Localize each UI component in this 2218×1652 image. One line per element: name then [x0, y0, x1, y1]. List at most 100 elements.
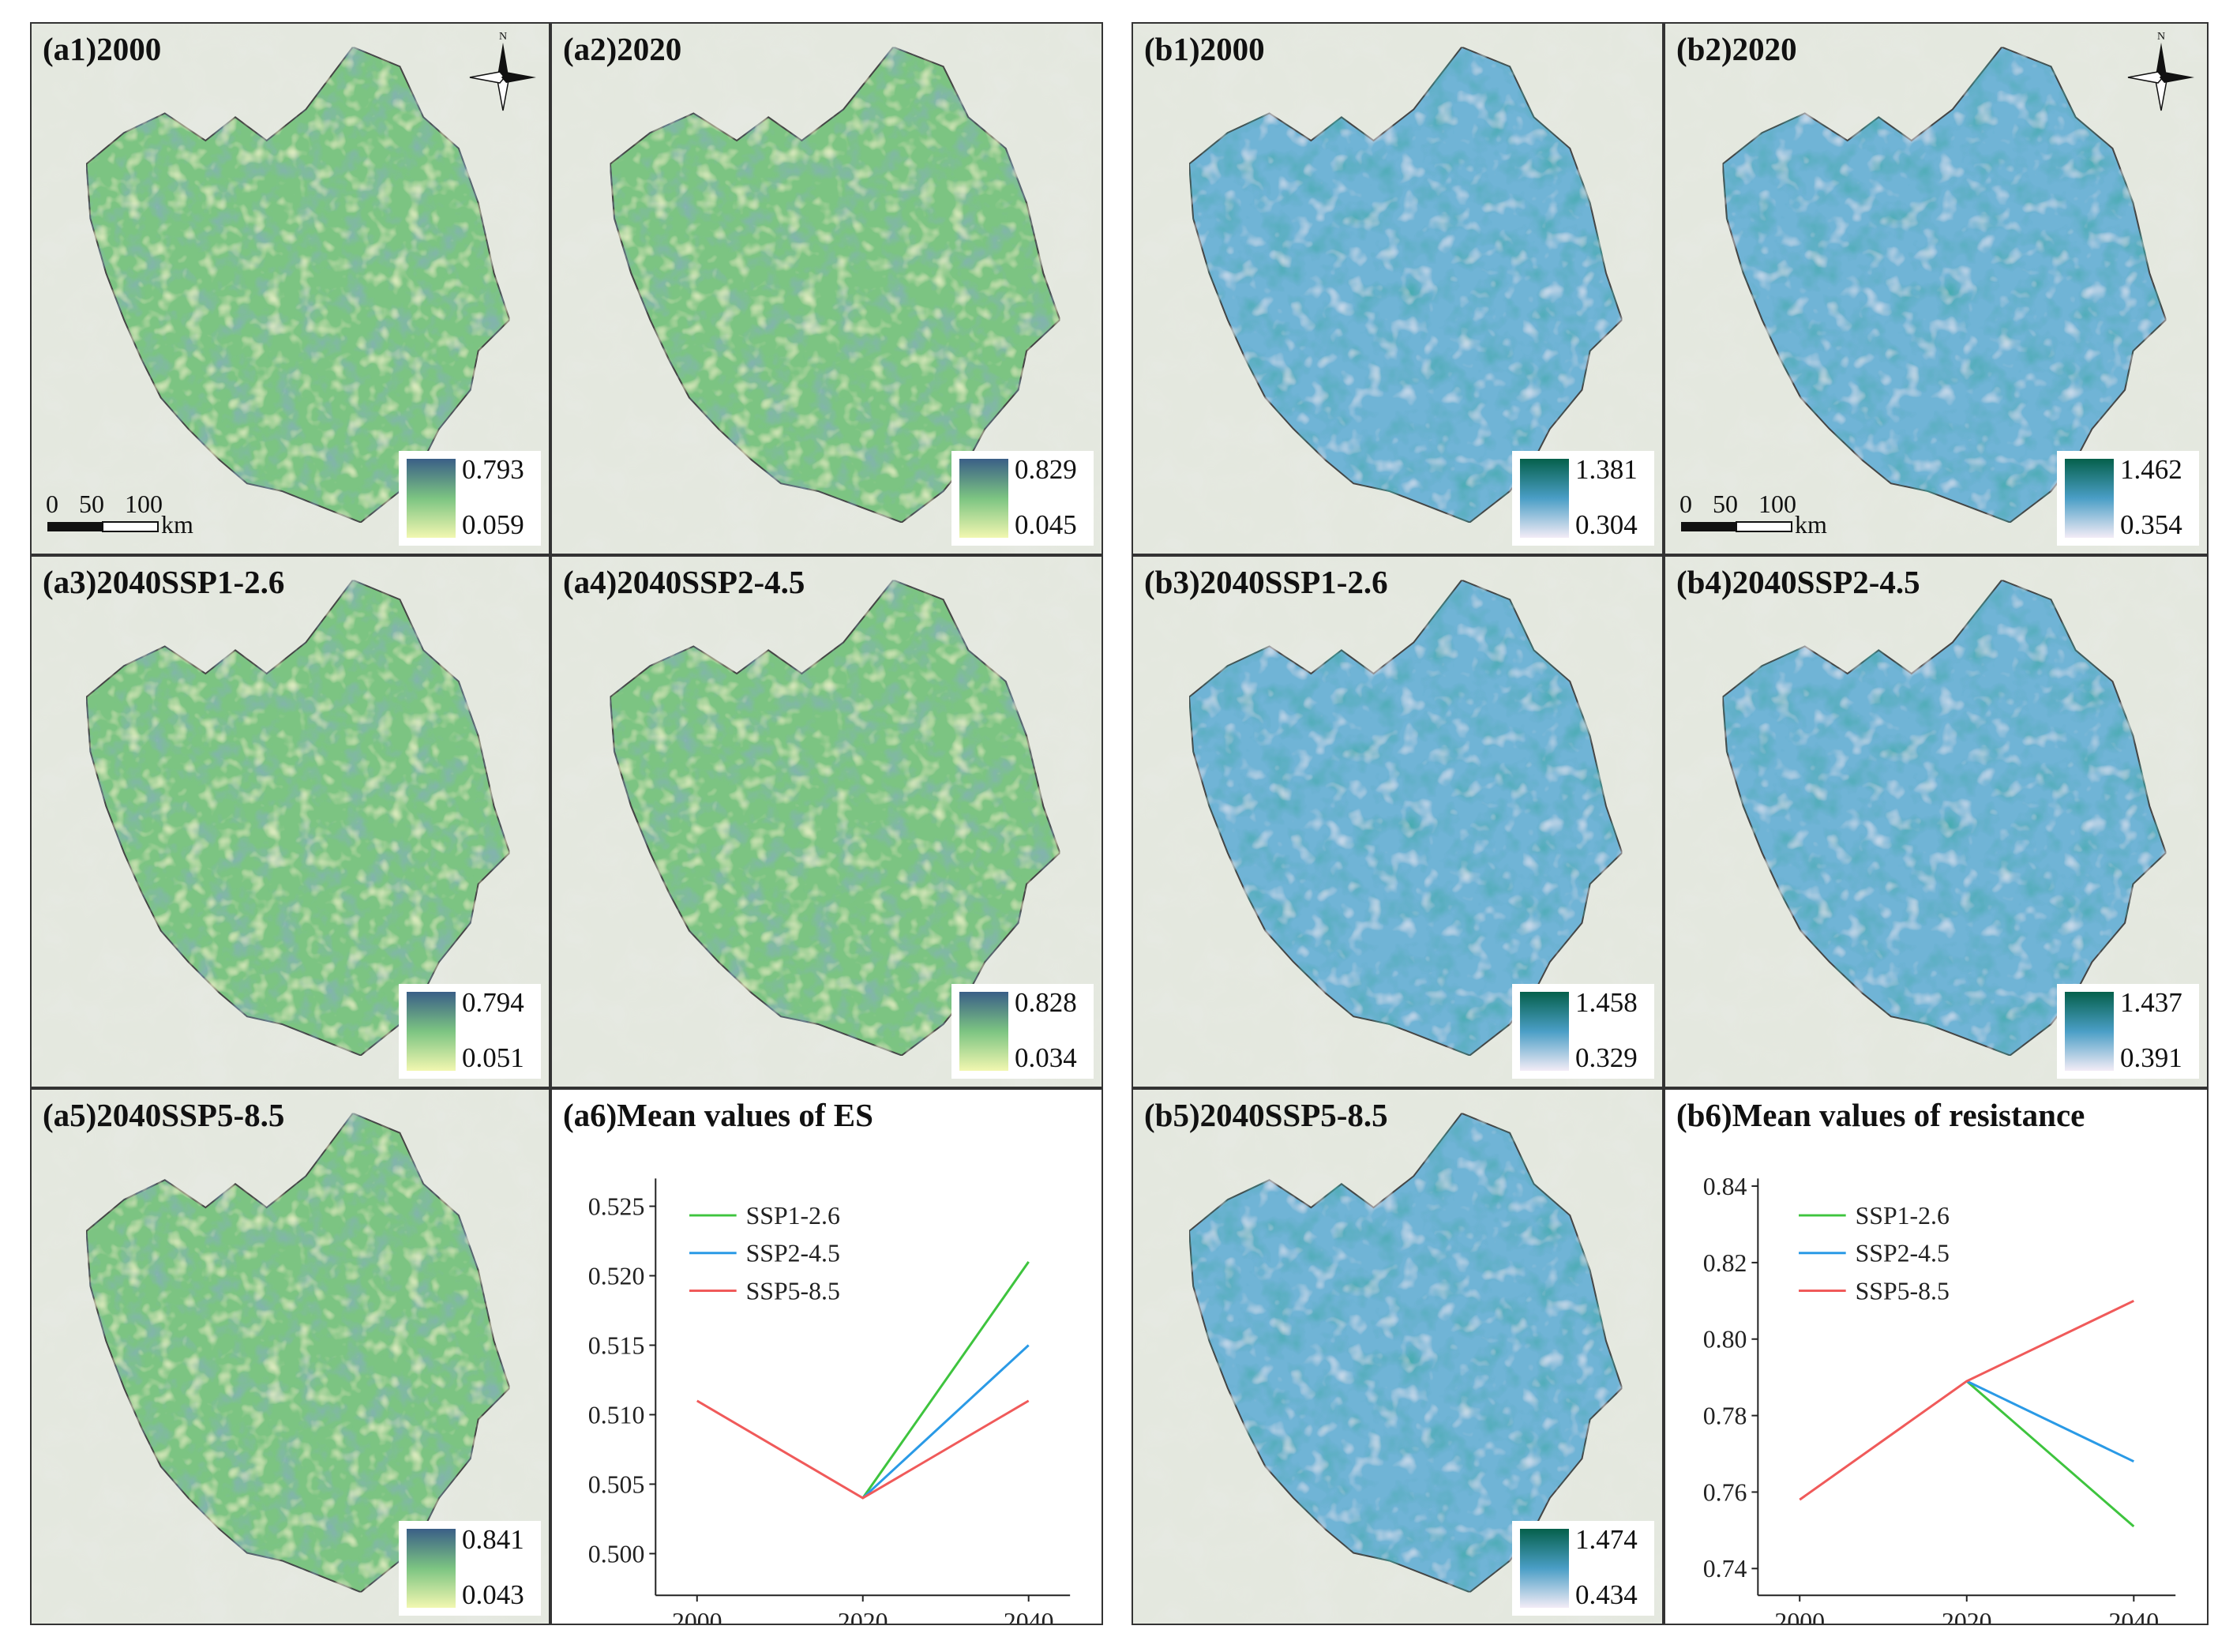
map-panel-a1: (a1)2000 0.793 0.059 N 0 50 100 km — [30, 22, 550, 555]
x-tick-label: 2020 — [1942, 1608, 1992, 1624]
line-chart-resistance: 0.74 0.76 0.78 0.80 0.82 0.84 2000 2020 2040 SSP1… — [1703, 1173, 2176, 1624]
legend-gradient-bar — [959, 992, 1008, 1071]
legend-low-value: 0.059 — [462, 509, 524, 540]
study-region — [1188, 46, 1623, 524]
color-legend: 0.841 0.043 — [399, 1521, 541, 1616]
panel-title: (a4)2040SSP2-4.5 — [563, 564, 805, 600]
panel-title: (b2)2020 — [1676, 31, 1797, 67]
svg-text:100: 100 — [1758, 490, 1796, 518]
study-region — [609, 579, 1061, 1057]
north-arrow-icon: N — [469, 31, 536, 111]
legend-high-value: 0.828 — [1015, 987, 1077, 1018]
y-tick-label: 0.74 — [1703, 1555, 1747, 1583]
svg-text:0: 0 — [46, 490, 58, 518]
map-panel-b5: (b5)2040SSP5-8.5 1.474 0.434 — [1132, 1088, 1664, 1625]
study-region — [85, 579, 511, 1057]
x-tick-label: 2040 — [2109, 1608, 2160, 1624]
map-panel-b1: (b1)2000 1.381 0.304 — [1132, 22, 1664, 555]
north-arrow-icon: N — [2127, 31, 2194, 111]
legend-gradient-bar — [2065, 992, 2114, 1071]
legend-gradient-bar — [407, 1529, 456, 1608]
legend-high-value: 0.841 — [462, 1524, 524, 1555]
legend-high-value: 1.462 — [2120, 454, 2182, 485]
panel-title: (a1)2000 — [43, 31, 162, 67]
panel-title: (a3)2040SSP1-2.6 — [43, 564, 285, 600]
study-region — [1188, 579, 1623, 1057]
color-legend: 0.794 0.051 — [399, 984, 541, 1079]
panel-title: (b4)2040SSP2-4.5 — [1676, 564, 1920, 600]
x-tick-label: 2000 — [672, 1608, 722, 1624]
svg-text:100: 100 — [125, 490, 163, 518]
series-line-SSP5-8.5 — [1799, 1299, 2134, 1501]
legend-high-value: 0.794 — [462, 987, 524, 1018]
y-tick-label: 0.78 — [1703, 1402, 1747, 1430]
chart-panel-es: (a6)Mean values of ES 0.500 0.505 0.510 0.5… — [550, 1088, 1103, 1625]
map-raster — [1133, 24, 1662, 554]
series-line-SSP1-2.6 — [1965, 1380, 2135, 1528]
legend-high-value: 1.458 — [1575, 987, 1638, 1018]
legend-gradient-bar — [1520, 1529, 1569, 1608]
map-raster — [32, 24, 549, 554]
map-panel-a3: (a3)2040SSP1-2.6 0.794 0.051 — [30, 555, 550, 1088]
legend-high-value: 0.829 — [1015, 454, 1077, 485]
color-legend: 1.458 0.329 — [1512, 984, 1654, 1079]
legend-high-value: 1.474 — [1575, 1524, 1638, 1555]
y-tick-label: 0.525 — [588, 1192, 645, 1220]
map-panel-b2: (b2)2020 1.462 0.354 N 0 50 100 km — [1664, 22, 2209, 555]
legend-label-SSP5-8.5: SSP5-8.5 — [746, 1277, 840, 1305]
svg-text:N: N — [2157, 31, 2165, 43]
series-line-SSP5-8.5 — [696, 1399, 1030, 1500]
map-panel-b4: (b4)2040SSP2-4.5 1.437 0.391 — [1664, 555, 2209, 1088]
series-line-SSP2-4.5 — [1966, 1380, 2134, 1463]
panel-title: (b1)2000 — [1144, 31, 1265, 67]
series-line-SSP2-4.5 — [861, 1344, 1030, 1500]
panel-title: (b5)2040SSP5-8.5 — [1144, 1097, 1388, 1133]
group-divider — [1103, 22, 1132, 1625]
x-tick-label: 2000 — [1774, 1608, 1825, 1624]
panel-title: (a2)2020 — [563, 31, 682, 67]
legend-low-value: 0.304 — [1575, 509, 1638, 540]
chart-panel-resistance: (b6)Mean values of resistance 0.74 0.76 0.… — [1664, 1088, 2209, 1625]
svg-text:N: N — [499, 31, 507, 43]
y-tick-label: 0.82 — [1703, 1249, 1747, 1277]
map-raster — [552, 24, 1101, 554]
legend-gradient-bar — [2065, 459, 2114, 538]
legend-low-value: 0.329 — [1575, 1042, 1638, 1073]
legend-label-SSP1-2.6: SSP1-2.6 — [746, 1202, 840, 1230]
legend-label-SSP5-8.5: SSP5-8.5 — [1856, 1277, 1950, 1305]
legend-high-value: 1.437 — [2120, 987, 2182, 1018]
y-tick-label: 0.84 — [1703, 1173, 1747, 1200]
legend-high-value: 0.793 — [462, 454, 524, 485]
study-region — [85, 46, 511, 524]
map-panel-a4: (a4)2040SSP2-4.5 0.828 0.034 — [550, 555, 1103, 1088]
svg-text:km: km — [1795, 510, 1827, 539]
map-panel-b3: (b3)2040SSP1-2.6 1.458 0.329 — [1132, 555, 1664, 1088]
map-raster — [1665, 24, 2207, 554]
color-legend: 0.828 0.034 — [951, 984, 1094, 1079]
study-region — [1721, 46, 2167, 524]
chart-title: (a6)Mean values of ES — [563, 1097, 873, 1133]
y-tick-label: 0.515 — [588, 1331, 645, 1359]
legend-low-value: 0.434 — [1575, 1579, 1638, 1610]
study-region — [1721, 579, 2167, 1057]
svg-text:50: 50 — [79, 490, 104, 518]
svg-text:km: km — [161, 510, 193, 539]
legend-high-value: 1.381 — [1575, 454, 1638, 485]
legend-low-value: 0.391 — [2120, 1042, 2182, 1073]
color-legend: 0.829 0.045 — [951, 451, 1094, 546]
study-region — [1188, 1112, 1623, 1594]
y-tick-label: 0.520 — [588, 1262, 645, 1290]
map-panel-a2: (a2)2020 0.829 0.045 — [550, 22, 1103, 555]
y-tick-label: 0.76 — [1703, 1478, 1747, 1506]
legend-label-SSP1-2.6: SSP1-2.6 — [1856, 1202, 1950, 1230]
map-raster — [1133, 557, 1662, 1087]
panel-title: (b3)2040SSP1-2.6 — [1144, 564, 1388, 600]
chart-title: (b6)Mean values of resistance — [1676, 1097, 2085, 1133]
legend-low-value: 0.354 — [2120, 509, 2182, 540]
study-region — [609, 46, 1061, 524]
map-panel-a5: (a5)2040SSP5-8.5 0.841 0.043 — [30, 1088, 550, 1625]
series-line-SSP1-2.6 — [861, 1261, 1030, 1499]
legend-gradient-bar — [959, 459, 1008, 538]
